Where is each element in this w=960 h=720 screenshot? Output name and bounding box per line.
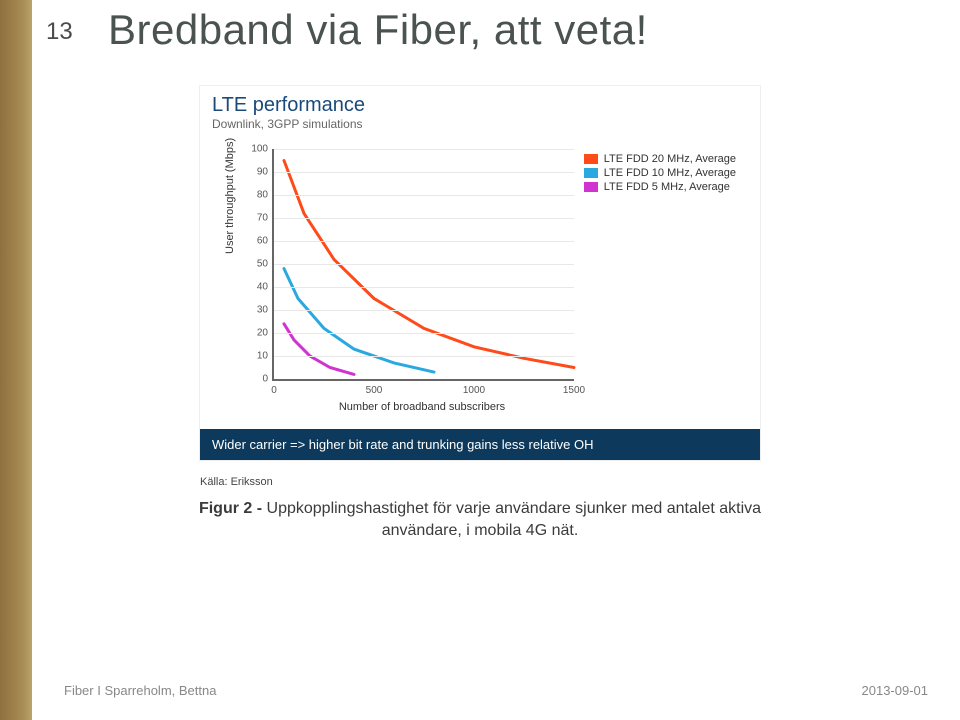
y-tick: 30 <box>257 305 268 316</box>
y-tick: 10 <box>257 351 268 362</box>
legend-item: LTE FDD 10 MHz, Average <box>584 167 736 179</box>
y-tick: 40 <box>257 282 268 293</box>
figure-title: LTE performance <box>212 94 748 117</box>
figure-caption: Figur 2 - Uppkopplingshastighet för varj… <box>180 498 780 541</box>
x-tick: 500 <box>366 385 383 396</box>
legend-item: LTE FDD 5 MHz, Average <box>584 181 736 193</box>
y-tick: 0 <box>262 374 268 385</box>
y-tick: 70 <box>257 213 268 224</box>
y-tick: 20 <box>257 328 268 339</box>
y-tick: 80 <box>257 190 268 201</box>
legend-label: LTE FDD 20 MHz, Average <box>604 153 736 165</box>
legend: LTE FDD 20 MHz, Average LTE FDD 10 MHz, A… <box>584 153 736 195</box>
figure-subtitle: Downlink, 3GPP simulations <box>212 117 748 131</box>
y-tick: 100 <box>251 144 268 155</box>
x-tick: 1500 <box>563 385 585 396</box>
series-5MHz <box>284 324 354 375</box>
y-axis-label: User throughput (Mbps) <box>224 138 236 254</box>
lte-figure: LTE performance Downlink, 3GPP simulatio… <box>200 86 760 460</box>
footer-right: 2013-09-01 <box>862 683 929 698</box>
legend-label: LTE FDD 5 MHz, Average <box>604 181 730 193</box>
legend-swatch <box>584 168 598 178</box>
footer-left: Fiber I Sparreholm, Bettna <box>64 683 216 698</box>
slide-number: 13 <box>46 18 73 46</box>
plot-region: 0102030405060708090100050010001500 <box>272 149 574 381</box>
legend-swatch <box>584 182 598 192</box>
legend-item: LTE FDD 20 MHz, Average <box>584 153 736 165</box>
x-tick: 1000 <box>463 385 485 396</box>
y-tick: 90 <box>257 167 268 178</box>
page-title: Bredband via Fiber, att veta! <box>108 6 648 54</box>
caption-bold: Figur 2 - <box>199 500 267 517</box>
legend-swatch <box>584 154 598 164</box>
accent-sidebar <box>0 0 32 720</box>
slide: 13 Bredband via Fiber, att veta! LTE per… <box>0 0 960 720</box>
figure-source: Källa: Eriksson <box>200 476 273 488</box>
figure-banner: Wider carrier => higher bit rate and tru… <box>200 429 760 460</box>
caption-text: Uppkopplingshastighet för varje användar… <box>267 500 762 539</box>
y-tick: 60 <box>257 236 268 247</box>
x-tick: 0 <box>271 385 277 396</box>
figure-header: LTE performance Downlink, 3GPP simulatio… <box>200 86 760 135</box>
x-axis-label: Number of broadband subscribers <box>272 401 572 413</box>
y-tick: 50 <box>257 259 268 270</box>
chart-area: User throughput (Mbps) 01020304050607080… <box>212 139 748 429</box>
legend-label: LTE FDD 10 MHz, Average <box>604 167 736 179</box>
